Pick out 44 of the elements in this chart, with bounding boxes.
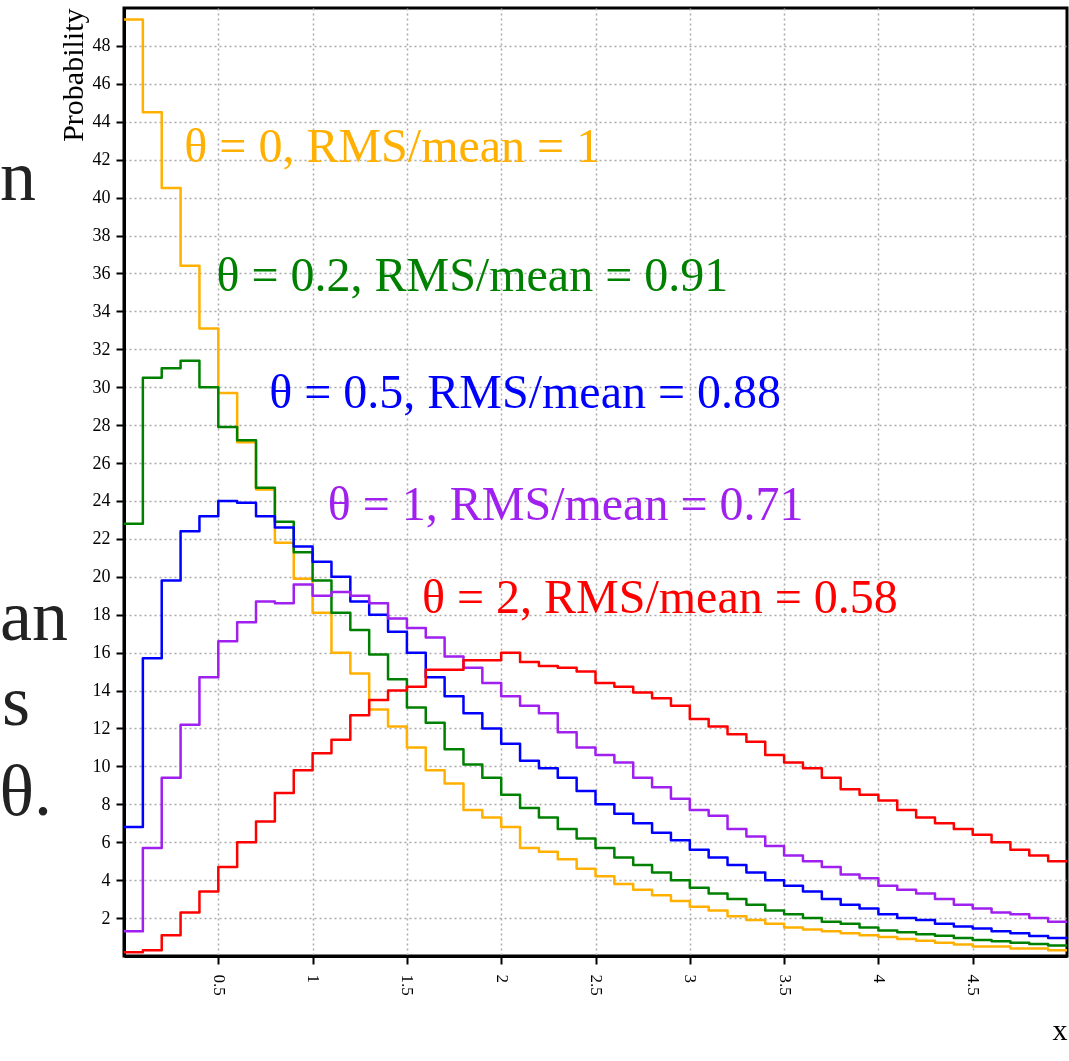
x-tick-label: 1.5 (398, 974, 418, 996)
y-tick-label: 2 (101, 907, 111, 928)
x-tick-label: 0.5 (209, 974, 229, 996)
series-label: θ = 2, RMS/mean = 0.58 (421, 569, 898, 623)
series-label: θ = 0, RMS/mean = 1 (184, 118, 601, 172)
text: s (1, 661, 30, 741)
y-tick-label: 26 (92, 452, 111, 473)
x-tick-label: 4 (869, 974, 889, 984)
y-tick-label: 42 (92, 149, 111, 170)
series-label: θ = 0.5, RMS/mean = 0.88 (269, 365, 782, 419)
y-tick-label: 6 (101, 831, 111, 852)
y-tick-label: 4 (101, 869, 111, 890)
y-tick-label: 36 (92, 262, 111, 283)
y-tick-label: 8 (101, 793, 111, 814)
text: θ. (0, 751, 52, 831)
y-tick-label: 38 (92, 225, 111, 246)
text: an (0, 576, 68, 656)
x-tick-label: 2.5 (587, 974, 606, 996)
y-axis-title: Probability (55, 8, 89, 142)
y-tick-label: 14 (92, 680, 111, 701)
x-tick-label: 2 (492, 974, 512, 983)
y-tick-label: 44 (92, 111, 111, 132)
series-label: θ = 1, RMS/mean = 0.71 (327, 476, 804, 530)
x-tick-label: 3.5 (775, 974, 795, 996)
text: n (0, 136, 36, 216)
y-tick-label: 10 (92, 755, 111, 776)
y-tick-label: 16 (92, 642, 111, 663)
y-tick-label: 18 (92, 604, 111, 625)
x-tick-label: 4.5 (964, 974, 984, 996)
series-label: θ = 0.2, RMS/mean = 0.91 (216, 247, 729, 301)
y-tick-label: 30 (92, 376, 111, 397)
x-axis-title: x (1052, 1012, 1068, 1046)
x-tick-label: 1 (304, 974, 324, 983)
y-tick-label: 24 (92, 490, 111, 511)
y-tick-label: 34 (92, 300, 111, 321)
y-tick-label: 32 (92, 338, 111, 359)
y-tick-label: 20 (92, 566, 111, 587)
x-tick-label: 3 (681, 974, 701, 983)
y-tick-label: 22 (92, 528, 111, 549)
y-tick-label: 48 (92, 35, 111, 56)
y-tick-label: 40 (92, 187, 111, 208)
y-tick-label: 46 (92, 73, 111, 94)
y-tick-label: 12 (92, 717, 111, 738)
y-tick-label: 28 (92, 414, 111, 435)
